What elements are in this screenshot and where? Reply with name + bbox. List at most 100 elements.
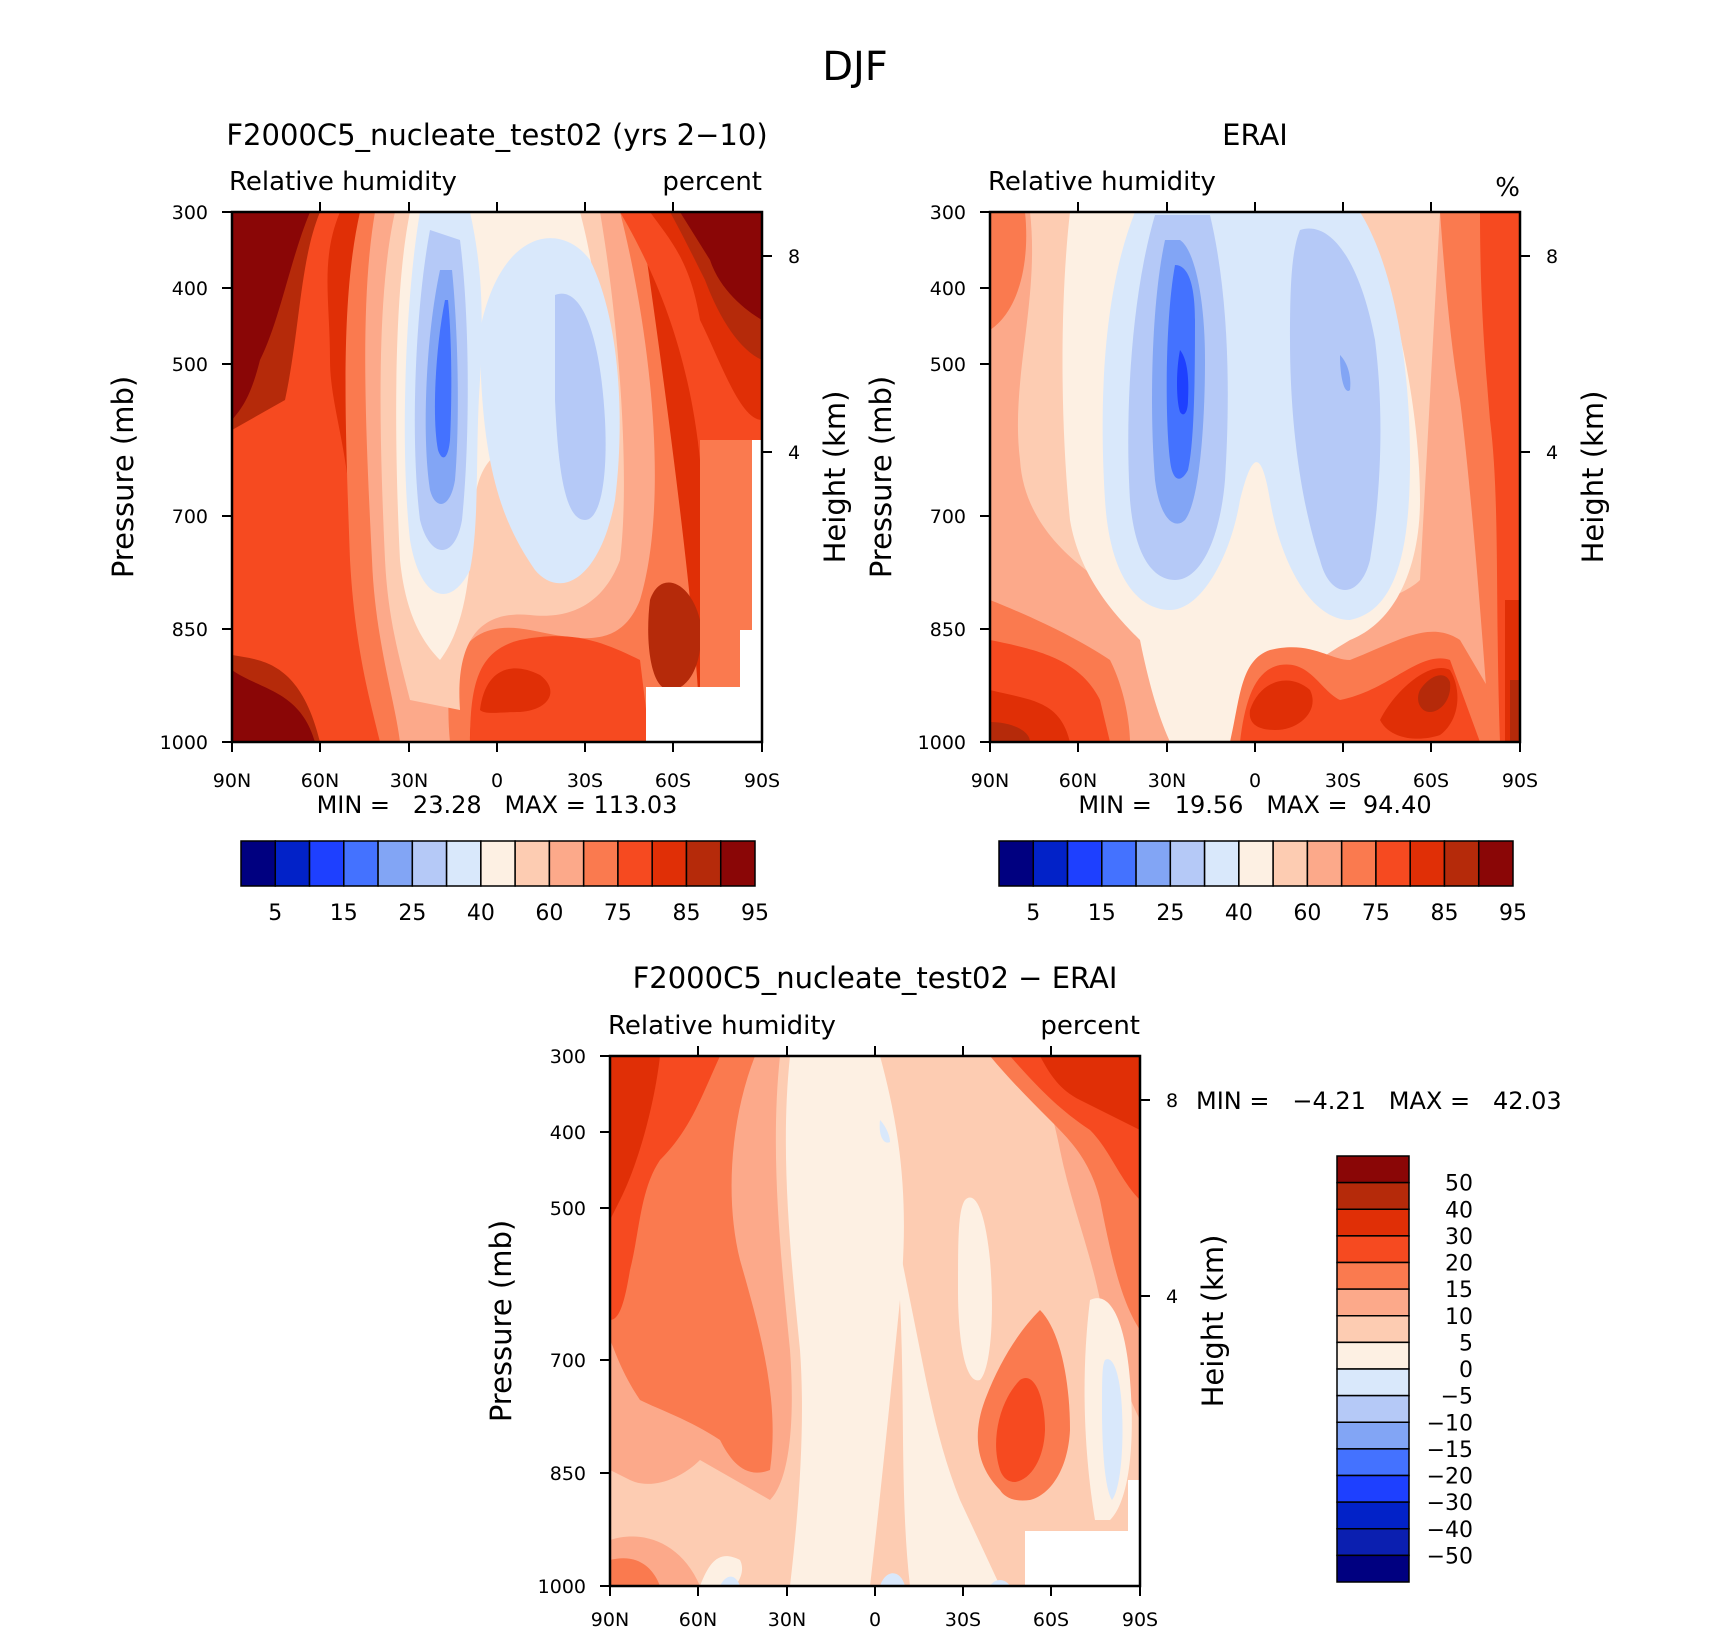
colorbar-swatch: [1336, 1554, 1410, 1583]
colorbar-swatch: [1336, 1421, 1410, 1450]
colorbar-label: 25: [398, 901, 426, 926]
x-tick-label: 30S: [945, 1609, 981, 1631]
height-tick-label: 4: [1166, 1286, 1178, 1308]
units-label: percent: [662, 167, 762, 197]
x-tick-label: 0: [869, 1609, 881, 1631]
colorbar-swatch: [240, 840, 277, 887]
colorbar-swatch: [1101, 840, 1137, 887]
x-tick-label: 0: [491, 770, 503, 792]
x-tick-label: 30N: [768, 1609, 806, 1631]
colorbar-label: 5: [268, 901, 282, 926]
colorbar-swatch: [548, 840, 585, 887]
min-max-readout: MIN = 19.56 MAX = 94.40: [1078, 791, 1431, 819]
colorbar-swatch: [1336, 1341, 1410, 1370]
colorbar-label: −50: [1427, 1544, 1473, 1569]
figure-title: DJF: [822, 44, 888, 90]
y-tick-label: 400: [930, 278, 966, 300]
units-label: percent: [1040, 1011, 1140, 1041]
y-tick-label: 400: [550, 1122, 586, 1144]
y-axis-right-label: Height (km): [1576, 391, 1610, 564]
contour-field: [232, 212, 762, 742]
x-tick-label: 30N: [1148, 770, 1186, 792]
colorbar-label: 5: [1026, 901, 1040, 926]
units-label: %: [1495, 173, 1520, 203]
y-axis-right-label: Height (km): [818, 391, 852, 564]
colorbar-swatch: [685, 840, 722, 887]
x-tick-label: 60S: [655, 770, 691, 792]
height-tick-label: 8: [1546, 246, 1558, 268]
colorbar-label: 40: [1445, 1198, 1473, 1223]
min-max-readout: MIN = 23.28 MAX = 113.03: [317, 791, 678, 819]
colorbar-swatch: [719, 840, 756, 887]
colorbar: 5 15 25 40 60 75 85 95: [240, 840, 769, 926]
panel-title: F2000C5_nucleate_test02 (yrs 2−10): [226, 118, 767, 152]
colorbar-swatch: [411, 840, 448, 887]
variable-label: Relative humidity: [988, 167, 1216, 197]
colorbar-label: −20: [1427, 1465, 1473, 1490]
y-tick-label: 850: [172, 619, 208, 641]
height-tick-label: 4: [1546, 442, 1558, 464]
y-tick-label: 700: [550, 1350, 586, 1372]
colorbar-swatch: [274, 840, 311, 887]
x-tick-label: 60S: [1033, 1609, 1069, 1631]
colorbar-swatch: [377, 840, 414, 887]
colorbar-label: 75: [604, 901, 632, 926]
y-tick-label: 500: [172, 354, 208, 376]
x-tick-label: 90N: [971, 770, 1009, 792]
y-axis-label: Pressure (mb): [484, 1220, 518, 1422]
y-tick-label: 850: [550, 1463, 586, 1485]
colorbar-swatch: [1336, 1288, 1410, 1317]
x-tick-label: 90S: [1502, 770, 1538, 792]
x-tick-label: 30N: [390, 770, 428, 792]
colorbar-swatch: [1336, 1394, 1410, 1423]
colorbar-swatch: [617, 840, 653, 887]
colorbar-swatch: [1306, 840, 1343, 887]
colorbar-swatch: [1238, 840, 1274, 887]
colorbar-label: 60: [535, 901, 563, 926]
colorbar-swatch: [1409, 840, 1446, 887]
x-tick-label: 60N: [301, 770, 339, 792]
colorbar-label: 5: [1459, 1331, 1473, 1356]
y-tick-label: 1000: [160, 732, 208, 754]
y-tick-label: 1000: [538, 1576, 586, 1598]
panel-model: F2000C5_nucleate_test02 (yrs 2−10) Relat…: [106, 118, 852, 926]
colorbar-swatch: [1375, 840, 1411, 887]
colorbar-label: 95: [741, 901, 769, 926]
colorbar-swatch: [1336, 1208, 1410, 1237]
panel-difference: F2000C5_nucleate_test02 − ERAI Relative …: [484, 961, 1562, 1631]
colorbar-swatch: [343, 840, 379, 887]
colorbar-swatch: [1272, 840, 1309, 887]
colorbar-label: 95: [1499, 901, 1527, 926]
colorbar-swatch: [1336, 1528, 1410, 1557]
colorbar-swatch: [445, 840, 482, 887]
colorbar-swatch: [1336, 1368, 1410, 1397]
y-tick-label: 700: [930, 506, 966, 528]
colorbar-label: 15: [1445, 1278, 1473, 1303]
colorbar-swatch: [1336, 1155, 1410, 1184]
colorbar-swatch: [1066, 840, 1103, 887]
colorbar-label: 10: [1445, 1305, 1473, 1330]
colorbar-swatch: [1443, 840, 1480, 887]
x-tick-label: 30S: [567, 770, 603, 792]
x-tick-label: 30S: [1325, 770, 1361, 792]
colorbar-swatch: [582, 840, 619, 887]
y-tick-label: 500: [550, 1198, 586, 1220]
colorbar-swatch: [1203, 840, 1240, 887]
colorbar-label: 15: [1088, 901, 1116, 926]
colorbar-swatch: [1477, 840, 1514, 887]
colorbar-swatch: [1336, 1315, 1410, 1344]
colorbar-swatch: [1336, 1448, 1410, 1477]
colorbar-label: 85: [672, 901, 700, 926]
colorbar-label: −10: [1427, 1411, 1473, 1436]
colorbar-swatch: [480, 840, 516, 887]
y-tick-label: 700: [172, 506, 208, 528]
colorbar-swatch: [1135, 840, 1172, 887]
colorbar-label: 20: [1445, 1252, 1473, 1277]
height-tick-label: 8: [1166, 1090, 1178, 1112]
colorbar-label: 40: [1225, 901, 1253, 926]
colorbar-label: 25: [1156, 901, 1184, 926]
x-tick-label: 90N: [213, 770, 251, 792]
colorbar-swatch: [1032, 840, 1069, 887]
colorbar-swatch: [1336, 1474, 1410, 1503]
min-max-readout: MIN = −4.21 MAX = 42.03: [1196, 1087, 1562, 1115]
